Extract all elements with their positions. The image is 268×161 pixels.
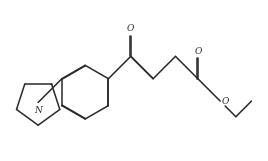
Text: N: N — [34, 106, 42, 115]
Text: O: O — [222, 97, 229, 106]
Text: O: O — [194, 47, 202, 56]
Text: O: O — [127, 24, 135, 33]
